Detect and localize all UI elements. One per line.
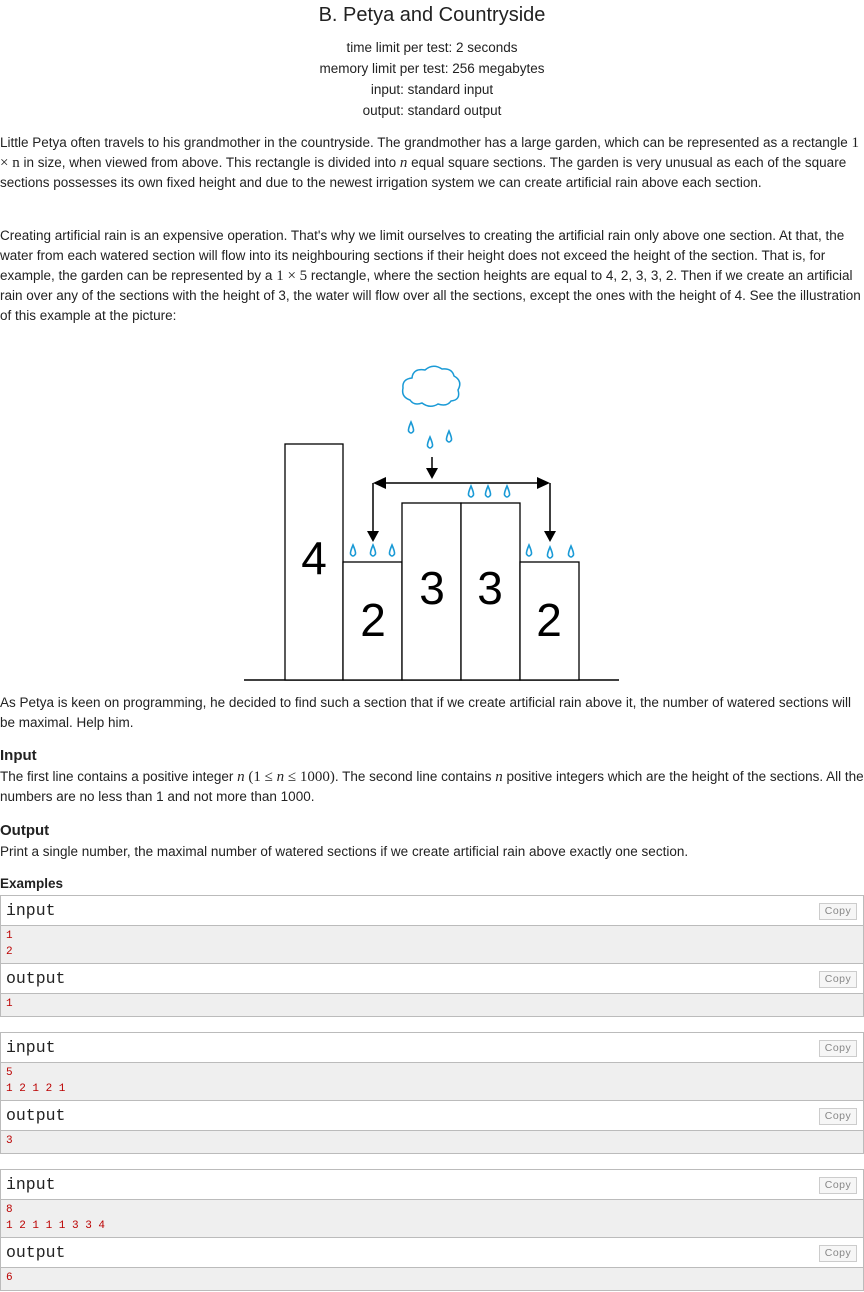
example-output-label: output bbox=[6, 969, 66, 988]
example-block-3: input Copy 8 1 2 1 1 1 3 3 4 output Copy… bbox=[0, 1169, 864, 1291]
problem-limits: time limit per test: 2 seconds memory li… bbox=[0, 37, 864, 121]
text-span: Creating artificial rain is an expensive… bbox=[0, 228, 845, 283]
example-block-1: input Copy 1 2 output Copy 1 bbox=[0, 895, 864, 1017]
column-5 bbox=[519, 561, 580, 681]
example-output-header: output Copy bbox=[1, 964, 863, 994]
water-drop-icon bbox=[503, 483, 511, 498]
example-output-body[interactable]: 3 bbox=[1, 1131, 863, 1153]
example-output-label: output bbox=[6, 1243, 66, 1262]
column-label-3: 3 bbox=[419, 562, 445, 614]
input-section-text: The first line contains a positive integ… bbox=[0, 767, 864, 807]
copy-input-button[interactable]: Copy bbox=[819, 1040, 857, 1057]
input-spec: input: standard input bbox=[370, 82, 494, 97]
example-output-label: output bbox=[6, 1106, 66, 1125]
column-label-4: 3 bbox=[477, 562, 503, 614]
example-line: 3 bbox=[6, 1135, 13, 1147]
statement-paragraph-2: Creating artificial rain is an expensive… bbox=[0, 226, 864, 326]
math-rect: 1 × n bbox=[0, 135, 860, 171]
example-output-body[interactable]: 1 bbox=[1, 994, 863, 1016]
example-input-header: input Copy bbox=[1, 1033, 863, 1063]
copy-input-button[interactable]: Copy bbox=[819, 1177, 857, 1194]
water-drop-icon bbox=[349, 542, 357, 557]
examples-title: Examples bbox=[0, 876, 64, 891]
water-drop-icon bbox=[445, 428, 453, 443]
output-section-text: Print a single number, the maximal numbe… bbox=[0, 844, 689, 859]
input-section-title: Input bbox=[0, 747, 37, 764]
example-line: 1 bbox=[6, 998, 13, 1010]
example-input-header: input Copy bbox=[1, 1170, 863, 1200]
statement-paragraph-1: Little Petya often travels to his grandm… bbox=[0, 133, 864, 193]
copy-output-button[interactable]: Copy bbox=[819, 1108, 857, 1125]
column-label-2: 2 bbox=[360, 594, 386, 646]
example-input-body[interactable]: 8 1 2 1 1 1 3 3 4 bbox=[1, 1200, 863, 1238]
text-span: rectangle, where the section heights are… bbox=[0, 268, 861, 323]
column-label-5: 2 bbox=[536, 594, 562, 646]
column-4 bbox=[460, 502, 521, 681]
example-line: 2 bbox=[6, 945, 13, 958]
water-drop-icon bbox=[546, 544, 554, 559]
text-span: in size, when viewed from above. This re… bbox=[19, 155, 400, 170]
cloud-icon bbox=[401, 365, 461, 407]
water-drops bbox=[349, 419, 575, 559]
water-drop-icon bbox=[567, 543, 575, 558]
math-rect: 1 × 5 bbox=[276, 268, 308, 284]
water-drop-icon bbox=[484, 483, 492, 498]
example-line: 1 2 1 1 1 3 3 4 bbox=[6, 1219, 106, 1232]
text-span: positive integers which are the height o… bbox=[0, 769, 864, 804]
column-label-1: 4 bbox=[301, 532, 327, 584]
example-output-body[interactable]: 6 bbox=[1, 1268, 863, 1290]
example-input-label: input bbox=[6, 1175, 56, 1194]
text-span: equal square sections. The garden is ver… bbox=[0, 155, 847, 190]
output-spec: output: standard output bbox=[362, 103, 502, 118]
example-line: 5 bbox=[6, 1067, 13, 1079]
math-bound: ≤ 1000) bbox=[284, 769, 335, 785]
water-drop-icon bbox=[407, 419, 415, 434]
example-line: 6 bbox=[6, 1272, 13, 1284]
problem-title: B. Petya and Countryside bbox=[318, 4, 546, 26]
example-line: 1 2 1 2 1 bbox=[6, 1082, 66, 1095]
text-span: Little Petya often travels to his grandm… bbox=[0, 135, 852, 150]
example-line: 1 bbox=[6, 930, 13, 942]
copy-output-button[interactable]: Copy bbox=[819, 971, 857, 988]
example-input-body[interactable]: 5 1 2 1 2 1 bbox=[1, 1063, 863, 1101]
water-drop-icon bbox=[467, 483, 475, 498]
example-input-body[interactable]: 1 2 bbox=[1, 926, 863, 964]
math-bound: (1 ≤ bbox=[244, 769, 277, 785]
text-span: The first line contains a positive integ… bbox=[0, 769, 238, 784]
example-input-label: input bbox=[6, 1038, 56, 1057]
time-limit: time limit per test: 2 seconds bbox=[346, 40, 518, 55]
statement-paragraph-3: As Petya is keen on programming, he deci… bbox=[0, 695, 851, 730]
memory-limit: memory limit per test: 256 megabytes bbox=[319, 61, 545, 76]
math-n: n bbox=[276, 769, 285, 785]
output-section-title: Output bbox=[0, 822, 50, 839]
example-block-2: input Copy 5 1 2 1 2 1 output Copy 3 bbox=[0, 1032, 864, 1154]
flow-arrows bbox=[372, 457, 551, 532]
copy-output-button[interactable]: Copy bbox=[819, 1245, 857, 1262]
example-output-header: output Copy bbox=[1, 1101, 863, 1131]
text-span: . The second line contains bbox=[334, 769, 496, 784]
arrow-heads bbox=[367, 468, 556, 542]
water-drop-icon bbox=[388, 542, 396, 557]
example-input-header: input Copy bbox=[1, 896, 863, 926]
math-n: n bbox=[237, 769, 245, 785]
rain-illustration: 4 2 3 3 2 bbox=[244, 365, 619, 681]
water-drop-icon bbox=[525, 542, 533, 557]
example-line: 8 bbox=[6, 1204, 13, 1216]
math-n: n bbox=[495, 769, 503, 785]
water-drop-icon bbox=[369, 542, 377, 557]
example-output-header: output Copy bbox=[1, 1238, 863, 1268]
example-input-label: input bbox=[6, 901, 56, 920]
water-drop-icon bbox=[426, 434, 434, 449]
copy-input-button[interactable]: Copy bbox=[819, 903, 857, 920]
math-n: n bbox=[399, 155, 408, 171]
